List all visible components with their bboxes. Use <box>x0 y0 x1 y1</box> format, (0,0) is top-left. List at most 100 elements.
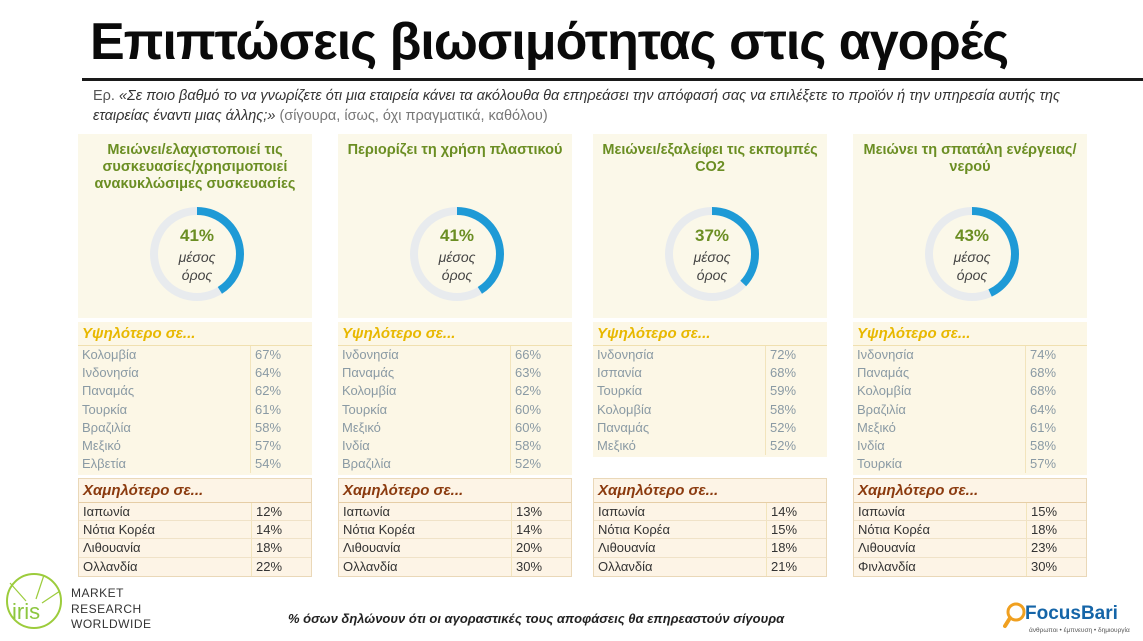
value-cell: 58% <box>765 400 827 419</box>
table-row: Κολομβία 62% <box>338 382 572 401</box>
value-cell: 66% <box>510 346 572 365</box>
table-row: Βραζιλία 52% <box>338 455 572 474</box>
value-cell: 18% <box>251 539 311 557</box>
focusbari-logo: FocusBari άνθρωποι • έμπνευση • δημιουργ… <box>1003 600 1143 640</box>
table-row: Λιθουανία 18% <box>79 539 311 558</box>
table-row: Ελβετία 54% <box>78 455 312 474</box>
table-row: Τουρκία 61% <box>78 400 312 419</box>
country-cell: Βραζιλία <box>342 456 391 472</box>
country-cell: Ολλανδία <box>598 558 653 574</box>
footnote: % όσων δηλώνουν ότι οι αγοραστικές τους … <box>288 611 785 626</box>
donut-avg-label: μέσος όρος <box>178 249 216 283</box>
value-cell: 74% <box>1025 346 1087 365</box>
donut-svg <box>925 207 1019 301</box>
donut-value: 37% <box>694 226 730 245</box>
chart-card: Μειώνει/ελαχιστοποιεί τις συσκευασίες/χρ… <box>78 134 312 577</box>
country-cell: Νότια Κορέα <box>343 522 416 538</box>
table-row: Ολλανδία 21% <box>594 557 826 576</box>
chart-header: Μειώνει/εξαλείφει τις εκπομπές CO2 37% μέσ… <box>593 134 827 318</box>
country-cell: Νότια Κορέα <box>858 522 931 538</box>
country-cell: Παναμάς <box>857 365 910 381</box>
table-row: Νότια Κορέα 15% <box>594 521 826 540</box>
donut-avg-label: μέσος όρος <box>953 249 991 283</box>
value-cell: 14% <box>251 521 311 539</box>
table-row: Νότια Κορέα 14% <box>79 521 311 540</box>
table-row: Τουρκία 57% <box>853 455 1087 474</box>
table-row: Ινδονησία 64% <box>78 364 312 383</box>
country-cell: Βραζιλία <box>82 419 131 435</box>
value-cell: 57% <box>1025 455 1087 474</box>
value-cell: 64% <box>250 364 312 383</box>
country-cell: Τουρκία <box>857 456 903 472</box>
value-cell: 12% <box>251 503 311 521</box>
table-row: Κολομβία 68% <box>853 382 1087 401</box>
lowest-title: Χαμηλότερο σε... <box>79 479 311 503</box>
iris-logo-icon: iris <box>6 573 62 629</box>
value-cell: 64% <box>1025 400 1087 419</box>
table-row: Ισπανία 68% <box>593 364 827 383</box>
value-cell: 68% <box>1025 382 1087 401</box>
value-cell: 18% <box>766 539 826 557</box>
table-row: Παναμάς 68% <box>853 364 1087 383</box>
iris-line: RESEARCH <box>71 601 142 616</box>
country-cell: Ινδία <box>857 437 885 453</box>
table-row: Κολομβία 67% <box>78 346 312 365</box>
table-row: Φινλανδία 30% <box>854 557 1086 576</box>
country-cell: Μεξικό <box>857 419 896 435</box>
table-highest: Υψηλότερο σε... Ινδονησία 74% Παναμάς 68% Κολ… <box>853 322 1087 476</box>
value-cell: 60% <box>510 418 572 437</box>
country-cell: Λιθουανία <box>83 540 141 556</box>
donut-svg <box>410 207 504 301</box>
value-cell: 58% <box>1025 436 1087 456</box>
donut-chart: 37% μέσος όρος <box>662 204 762 304</box>
title-divider <box>82 78 1143 81</box>
table-row: Ολλανδία 22% <box>79 557 311 576</box>
donut-avg-label: μέσος όρος <box>438 249 476 283</box>
value-cell: 14% <box>766 503 826 521</box>
table-row: Νότια Κορέα 18% <box>854 521 1086 540</box>
value-cell: 68% <box>1025 364 1087 383</box>
table-lowest: Χαμηλότερο σε... Ιαπωνία 12% Νότια Κορέα 14%… <box>78 478 312 577</box>
country-cell: Λιθουανία <box>858 540 916 556</box>
chart-title: Μειώνει/ελαχιστοποιεί τις συσκευασίες/χρ… <box>94 142 296 192</box>
chart-title: Μειώνει τη σπατάλη ενέργειας/νερού <box>863 142 1077 175</box>
value-cell: 60% <box>510 400 572 419</box>
value-cell: 62% <box>250 382 312 401</box>
donut-slice <box>925 207 1019 301</box>
highest-title: Υψηλότερο σε... <box>78 322 312 346</box>
table-highest: Υψηλότερο σε... Ινδονησία 66% Παναμάς 63% Κολ… <box>338 322 572 476</box>
country-cell: Παναμάς <box>597 419 650 435</box>
table-row: Μεξικό 57% <box>78 436 312 456</box>
country-cell: Μεξικό <box>342 419 381 435</box>
table-row: Τουρκία 60% <box>338 400 572 419</box>
country-cell: Ινδονησία <box>597 347 654 362</box>
country-cell: Ιαπωνία <box>858 504 905 519</box>
table-row: Λιθουανία 18% <box>594 539 826 558</box>
page-title: Επιπτώσεις βιωσιμότητας στις αγορές <box>90 13 1009 71</box>
value-cell: 61% <box>250 400 312 419</box>
table-row: Παναμάς 52% <box>593 418 827 437</box>
country-cell: Βραζιλία <box>857 401 906 417</box>
table-row: Ινδία 58% <box>853 436 1087 456</box>
value-cell: 57% <box>250 436 312 456</box>
chart-card: Μειώνει τη σπατάλη ενέργειας/νερού 43% μέσ… <box>853 134 1087 577</box>
table-row: Ινδονησία 74% <box>853 346 1087 365</box>
table-row: Ιαπωνία 15% <box>854 503 1086 522</box>
table-row: Παναμάς 63% <box>338 364 572 383</box>
value-cell: 14% <box>511 521 571 539</box>
country-cell: Παναμάς <box>82 383 135 399</box>
country-cell: Μεξικό <box>597 437 636 453</box>
donut-svg <box>665 207 759 301</box>
value-cell: 54% <box>250 455 312 474</box>
value-cell: 67% <box>250 346 312 365</box>
value-cell: 63% <box>510 364 572 383</box>
lowest-title: Χαμηλότερο σε... <box>594 479 826 503</box>
value-cell: 15% <box>766 521 826 539</box>
table-lowest: Χαμηλότερο σε... Ιαπωνία 14% Νότια Κορέα 15%… <box>593 478 827 577</box>
country-cell: Ελβετία <box>82 456 126 472</box>
country-cell: Φινλανδία <box>858 558 916 574</box>
country-cell: Κολομβία <box>82 347 137 362</box>
country-cell: Ινδονησία <box>857 347 914 362</box>
value-cell: 52% <box>765 436 827 456</box>
iris-line: MARKET <box>71 586 125 600</box>
